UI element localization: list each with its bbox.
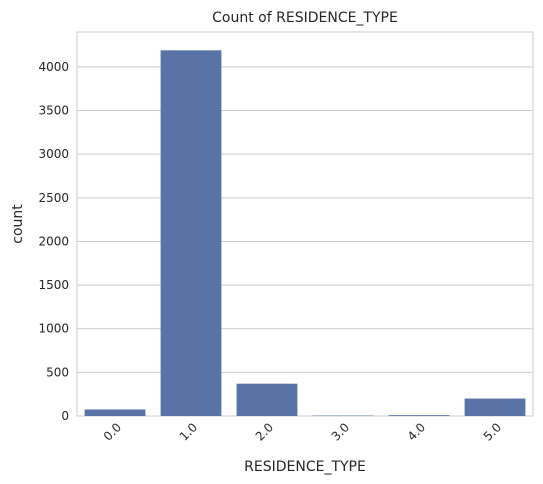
bar-5-0	[464, 398, 526, 416]
bars	[84, 50, 526, 417]
x-tick-label: 1.0	[177, 420, 200, 443]
x-axis-ticks: 0.0 1.0 2.0 3.0 4.0 5.0	[101, 420, 504, 443]
y-tick-label: 2500	[38, 191, 69, 205]
y-tick-label: 0	[61, 409, 69, 423]
y-tick-label: 1000	[38, 322, 69, 336]
plot-area	[76, 31, 534, 417]
y-tick-label: 500	[46, 365, 69, 379]
bar-1-0	[160, 50, 222, 417]
y-tick-label: 2000	[38, 234, 69, 248]
y-tick-label: 3500	[38, 104, 69, 118]
y-tick-label: 3000	[38, 147, 69, 161]
x-axis-label: RESIDENCE_TYPE	[244, 459, 366, 475]
x-tick-label: 2.0	[253, 420, 276, 443]
bar-2-0	[236, 383, 298, 416]
chart-title: Count of RESIDENCE_TYPE	[212, 10, 398, 26]
x-tick-label: 4.0	[405, 420, 428, 443]
y-axis-label: count	[10, 204, 26, 244]
bar-0-0	[84, 409, 146, 416]
x-tick-label: 5.0	[481, 420, 504, 443]
x-tick-label: 3.0	[329, 420, 352, 443]
x-tick-label: 0.0	[101, 420, 124, 443]
y-tick-label: 1500	[38, 278, 69, 292]
gridlines	[77, 66, 533, 417]
y-axis-ticks: 0 500 1000 1500 2000 2500 3000 3500 4000	[38, 60, 69, 423]
y-tick-label: 4000	[38, 60, 69, 74]
bar-4-0	[388, 415, 450, 416]
